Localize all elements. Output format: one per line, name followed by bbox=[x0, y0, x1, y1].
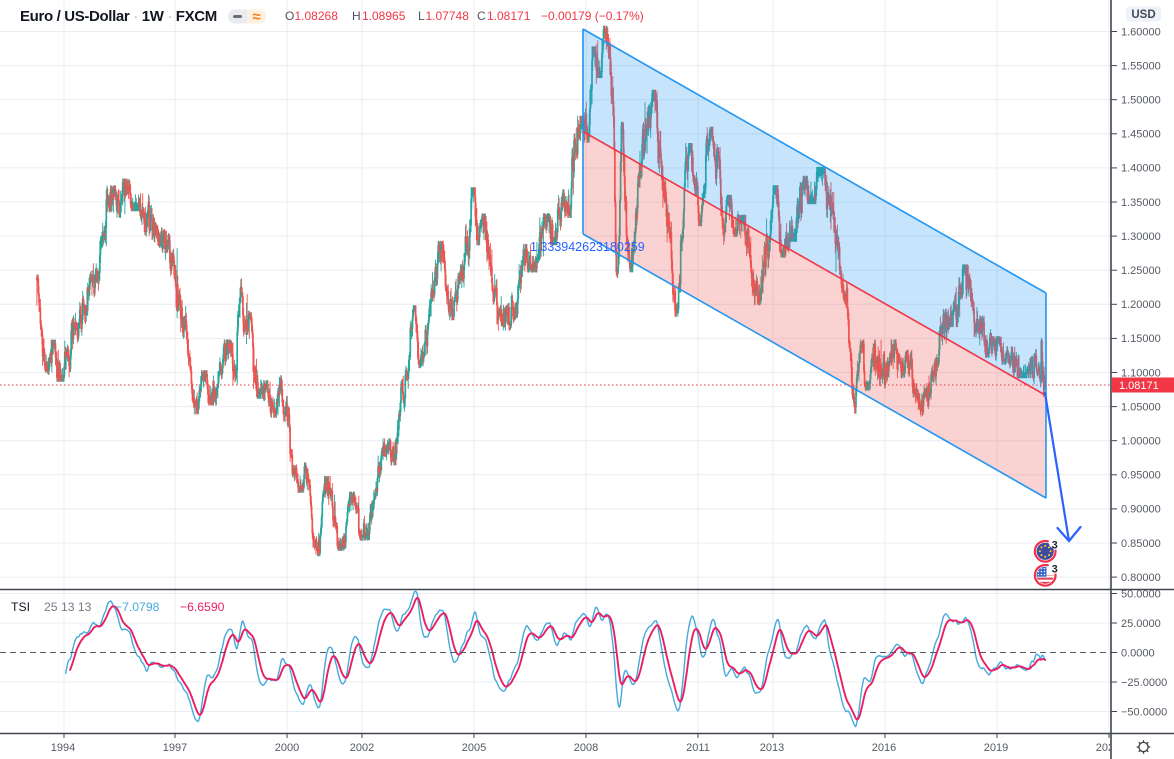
svg-text:2005: 2005 bbox=[462, 742, 486, 754]
svg-text:USD: USD bbox=[1131, 9, 1155, 21]
svg-text:0.0000: 0.0000 bbox=[1121, 647, 1155, 659]
svg-text:1.15000: 1.15000 bbox=[1121, 333, 1161, 345]
svg-text:1.55000: 1.55000 bbox=[1121, 60, 1161, 72]
svg-text:1.25000: 1.25000 bbox=[1121, 265, 1161, 277]
svg-text:1.333942623180259: 1.333942623180259 bbox=[530, 240, 645, 254]
svg-text:1.50000: 1.50000 bbox=[1121, 95, 1161, 107]
svg-text:0.85000: 0.85000 bbox=[1121, 538, 1161, 550]
svg-text:1994: 1994 bbox=[51, 742, 75, 754]
svg-text:1.40000: 1.40000 bbox=[1121, 163, 1161, 175]
svg-text:2022: 2022 bbox=[1096, 742, 1120, 754]
svg-text:−50.0000: −50.0000 bbox=[1121, 706, 1167, 718]
svg-text:O: O bbox=[285, 9, 294, 23]
svg-text:1.30000: 1.30000 bbox=[1121, 231, 1161, 243]
svg-text:−7.0798: −7.0798 bbox=[115, 600, 160, 614]
svg-text:1.05000: 1.05000 bbox=[1121, 401, 1161, 413]
svg-text:1.08965: 1.08965 bbox=[362, 9, 406, 23]
svg-text:−0.00179 (−0.17%): −0.00179 (−0.17%) bbox=[541, 9, 644, 23]
svg-text:2016: 2016 bbox=[872, 742, 896, 754]
svg-text:0.90000: 0.90000 bbox=[1121, 504, 1161, 516]
svg-text:0.95000: 0.95000 bbox=[1121, 470, 1161, 482]
svg-text:1.08268: 1.08268 bbox=[295, 9, 339, 23]
svg-text:3: 3 bbox=[1052, 540, 1058, 552]
svg-text:1.00000: 1.00000 bbox=[1121, 436, 1161, 448]
svg-text:2002: 2002 bbox=[350, 742, 374, 754]
svg-text:1.60000: 1.60000 bbox=[1121, 26, 1161, 38]
svg-text:1.20000: 1.20000 bbox=[1121, 299, 1161, 311]
svg-text:1.08171: 1.08171 bbox=[487, 9, 531, 23]
svg-text:25.0000: 25.0000 bbox=[1121, 618, 1161, 630]
svg-text:−25.0000: −25.0000 bbox=[1121, 677, 1167, 689]
svg-text:50.0000: 50.0000 bbox=[1121, 588, 1161, 600]
svg-text:1.35000: 1.35000 bbox=[1121, 197, 1161, 209]
svg-text:2019: 2019 bbox=[984, 742, 1008, 754]
svg-text:25 13 13: 25 13 13 bbox=[44, 600, 92, 614]
svg-text:1.10000: 1.10000 bbox=[1121, 367, 1161, 379]
svg-text:H: H bbox=[352, 9, 361, 23]
svg-text:Euro / US-Dollar · 1W · FXCM: Euro / US-Dollar · 1W · FXCM bbox=[20, 8, 217, 25]
svg-text:1.08171: 1.08171 bbox=[1119, 380, 1159, 392]
svg-text:3: 3 bbox=[1052, 564, 1058, 576]
svg-text:2013: 2013 bbox=[760, 742, 784, 754]
svg-text:0.80000: 0.80000 bbox=[1121, 572, 1161, 584]
svg-text:TSI: TSI bbox=[11, 600, 30, 614]
svg-text:−6.6590: −6.6590 bbox=[180, 600, 225, 614]
svg-text:2011: 2011 bbox=[686, 742, 710, 754]
svg-text:≈: ≈ bbox=[252, 9, 260, 26]
svg-text:1.07748: 1.07748 bbox=[426, 9, 470, 23]
svg-text:L: L bbox=[418, 9, 425, 23]
svg-text:1.45000: 1.45000 bbox=[1121, 129, 1161, 141]
svg-text:C: C bbox=[477, 9, 486, 23]
svg-text:2000: 2000 bbox=[275, 742, 299, 754]
svg-text:2008: 2008 bbox=[574, 742, 598, 754]
svg-text:1997: 1997 bbox=[163, 742, 187, 754]
